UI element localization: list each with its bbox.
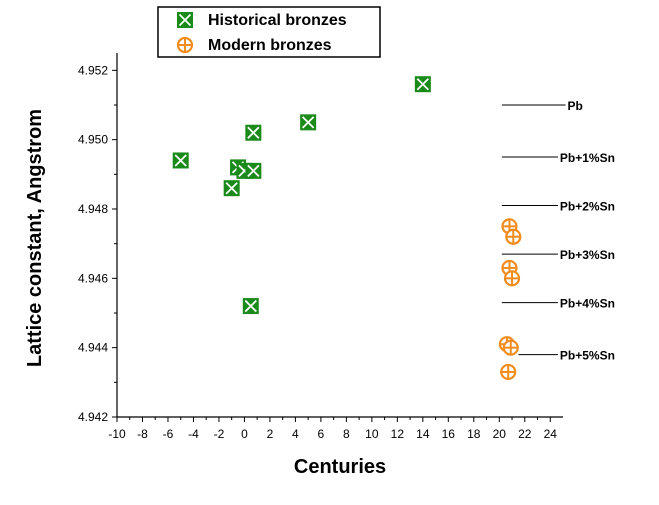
x-tick-label: -4: [188, 427, 199, 441]
y-tick-label: 4.946: [78, 271, 108, 285]
y-tick-label: 4.948: [78, 202, 108, 216]
x-tick-label: 2: [267, 427, 274, 441]
legend-marker-modern: [176, 36, 194, 54]
historical-point: [242, 298, 259, 315]
x-tick-label: 16: [442, 427, 456, 441]
x-tick-label: -8: [137, 427, 148, 441]
x-tick-label: 10: [365, 427, 379, 441]
legend-marker-symbol: [176, 36, 194, 54]
reference-line-label: Pb+5%Sn: [560, 349, 615, 363]
historical-point: [172, 152, 189, 169]
reference-line-label: Pb+2%Sn: [560, 200, 615, 214]
modern-point: [505, 228, 522, 245]
reference-line-label: Pb+3%Sn: [560, 248, 615, 262]
modern-point: [502, 339, 519, 356]
reference-line-label: Pb+1%Sn: [560, 151, 615, 165]
modern-point: [500, 363, 517, 381]
y-tick-label: 4.944: [78, 341, 108, 355]
x-tick-label: 6: [318, 427, 325, 441]
legend: Historical bronzes Modern bronzes: [157, 6, 381, 58]
x-tick-label: 12: [391, 427, 405, 441]
x-tick-label: -2: [214, 427, 225, 441]
x-tick-label: 4: [292, 427, 299, 441]
historical-point: [414, 76, 431, 93]
y-axis-title: Lattice constant, Angstrom: [24, 109, 46, 367]
x-tick-label: 20: [493, 427, 507, 441]
y-ticks: 4.942 4.944 4.946 4.948 4.950 4.952: [78, 63, 117, 424]
legend-marker-symbol: [177, 12, 193, 28]
x-ticks: -10 -8 -6 -4 -2 0 2 4 6 8 10 12 14 16 18 20 22 24: [108, 417, 557, 441]
historical-point: [300, 114, 317, 131]
x-tick-label: -6: [163, 427, 174, 441]
y-tick-label: 4.952: [78, 63, 108, 77]
reference-line-label: Pb+4%Sn: [560, 297, 615, 311]
historical-point: [223, 180, 240, 197]
y-tick-label: 4.942: [78, 410, 108, 424]
x-tick-label: -10: [108, 427, 126, 441]
x-tick-label: 8: [343, 427, 350, 441]
legend-label-modern: Modern bronzes: [208, 37, 332, 54]
x-tick-label: 14: [416, 427, 430, 441]
legend-label-historical: Historical bronzes: [208, 12, 347, 29]
modern-point: [503, 270, 521, 287]
x-tick-label: 0: [241, 427, 248, 441]
x-tick-label: 18: [467, 427, 481, 441]
reference-lines: Pb Pb+1%Sn Pb+2%Sn Pb+3%Sn Pb+4%Sn Pb+5%Sn: [501, 99, 615, 363]
historical-point: [245, 162, 262, 179]
x-axis-title: Centuries: [294, 456, 386, 478]
reference-line-label: Pb: [568, 99, 583, 113]
legend-box: [157, 6, 381, 58]
y-tick-label: 4.950: [78, 133, 108, 147]
data-points: [172, 76, 522, 381]
legend-marker-historical: [177, 12, 193, 28]
historical-point: [245, 124, 262, 141]
x-tick-label: 24: [544, 427, 558, 441]
x-tick-label: 22: [518, 427, 532, 441]
